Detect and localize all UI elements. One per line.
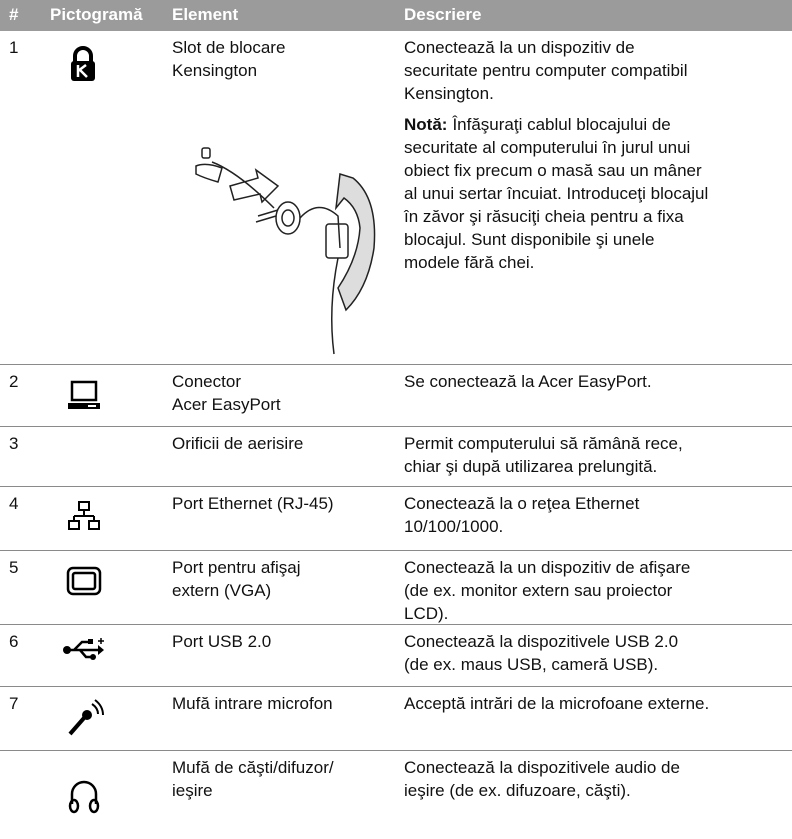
element-text: Conector [172,372,241,391]
row-number: 3 [9,434,19,453]
row-divider [0,364,792,365]
note-text: Înfăşuraţi cablul blocajului de [452,115,671,134]
note-text: în zăvor şi răsuciţi cheia pentru a fixa [404,207,684,226]
note-label: Notă: [404,115,448,134]
description-text: securitate pentru computer compatibil [404,61,688,80]
note-text: al unui sertar încuiat. Introduceţi bloc… [404,184,709,203]
row-divider [0,550,792,551]
header-cell: Element [172,5,239,24]
monitor-icon [68,380,100,409]
element-text: Slot de blocare [172,38,286,57]
row-divider [0,486,792,487]
table-header: # Pictogramă Element Descriere [0,0,792,31]
description-text: (de ex. monitor extern sau proiector [404,581,673,600]
vga-icon [66,566,102,596]
row-number: 4 [9,494,19,513]
element-text: Mufă intrare microfon [172,694,333,713]
description-text: Kensington. [404,84,494,103]
description-text: ieşire (de ex. difuzoare, căşti). [404,781,631,800]
description-text: 10/100/1000. [404,517,504,536]
ethernet-icon [68,501,100,530]
row-divider [0,686,792,687]
note-text: securitate al computerului în jurul unui [404,138,691,157]
description-text: Conectează la un dispozitiv de [404,38,635,57]
row-divider [0,624,792,625]
row-divider [0,750,792,751]
element-text: Orificii de aerisire [172,434,304,453]
row-number: 1 [9,38,19,57]
element-text: Mufă de căşti/difuzor/ [172,758,334,777]
header-cell: # [9,5,19,24]
description-text: Acceptă intrări de la microfoane externe… [404,694,710,713]
element-text: Kensington [172,61,258,80]
description-text: Conectează la un dispozitiv de afişare [404,558,691,577]
note-text: blocajul. Sunt disponibile şi unele [404,230,655,249]
description-text: chiar şi după utilizarea prelungită. [404,457,658,476]
row-number: 7 [9,694,19,713]
row-number: 5 [9,558,19,577]
kensington-illustration [195,147,376,355]
kensington-icon [71,46,95,81]
element-text: ieşire [172,781,213,800]
element-text: Port USB 2.0 [172,632,272,651]
row-number: 2 [9,372,19,391]
row-divider [0,426,792,427]
microphone-icon [68,699,104,736]
header-cell: Pictogramă [50,5,143,24]
description-text: Se conectează la Acer EasyPort. [404,372,652,391]
header-cell: Descriere [404,5,482,24]
element-text: Port pentru afişaj [172,558,301,577]
note-text: obiect fix precum o masă sau un mâner [404,161,702,180]
element-text: Port Ethernet (RJ-45) [172,494,334,513]
element-text: Acer EasyPort [172,395,281,414]
description-text: Conectează la dispozitivele audio de [404,758,680,777]
description-text: Conectează la dispozitivele USB 2.0 [404,632,679,651]
element-text: extern (VGA) [172,581,272,600]
headphones-icon [68,780,100,814]
description-text: Conectează la o reţea Ethernet [404,494,640,513]
usb-icon [63,638,104,660]
description-text: LCD). [404,604,449,623]
description-text: Permit computerului să rămână rece, [404,434,683,453]
description-text: (de ex. maus USB, cameră USB). [404,655,659,674]
note-text: modele fără chei. [404,253,535,272]
row-number: 6 [9,632,19,651]
